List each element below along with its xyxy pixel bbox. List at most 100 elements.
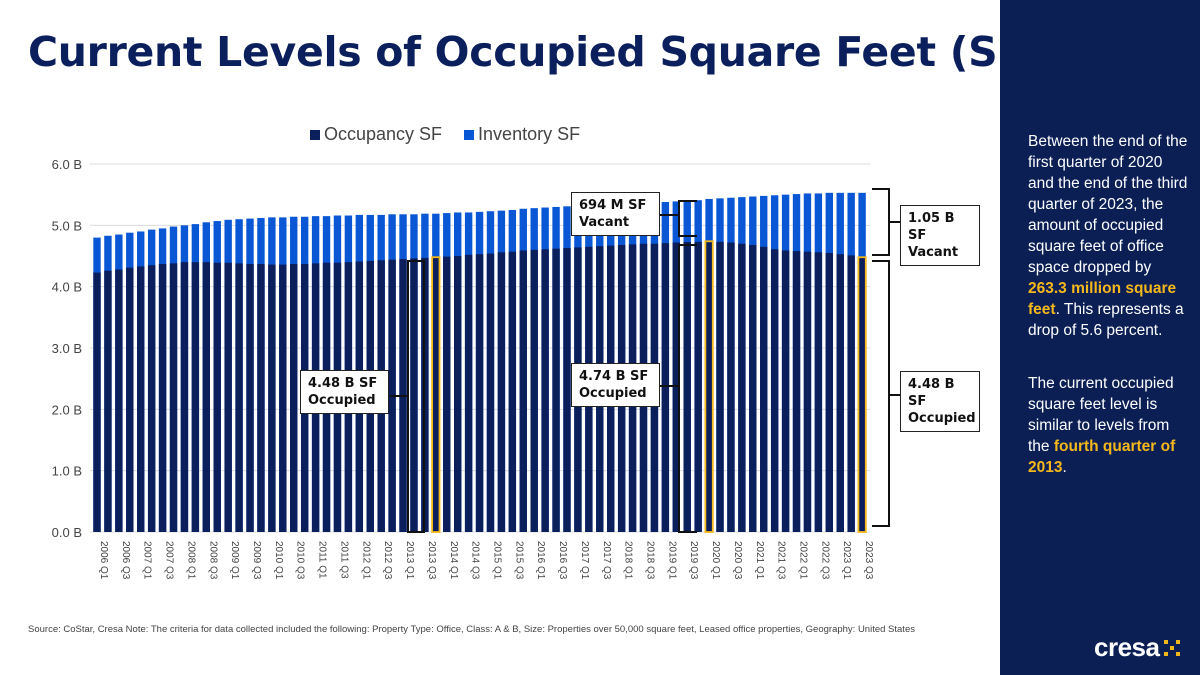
- occupancy-bar: [486, 253, 495, 532]
- occupancy-bar: [290, 263, 298, 532]
- legend-inventory: Inventory SF: [464, 124, 580, 145]
- occupancy-bar: [443, 256, 451, 532]
- bar-chart: 0.0 B 1.0 B 2.0 B 3.0 B 4.0 B 5.0 B 6.0 B 2006…: [52, 157, 900, 580]
- occupancy-bar: [716, 241, 724, 533]
- occupancy-bar: [847, 255, 855, 533]
- y-tick-label: 3.0 B: [52, 341, 82, 356]
- x-tick-label: 2011 Q1: [317, 541, 328, 579]
- annotation-2023-vacant: 1.05 B SF Vacant: [900, 205, 980, 266]
- x-tick-label: 2006 Q1: [98, 541, 109, 580]
- y-tick-label: 4.0 B: [52, 280, 82, 295]
- x-tick-label: 2007 Q1: [142, 541, 153, 580]
- text: Between the end of the first quarter of …: [1028, 133, 1188, 276]
- x-tick-label: 2010 Q1: [273, 541, 284, 580]
- occupancy-bar: [169, 263, 178, 532]
- highlight-text: 263.3 million square feet: [1028, 280, 1177, 318]
- occupancy-bar: [738, 243, 746, 532]
- annotation-label: Occupied: [908, 411, 976, 426]
- chart-legend: Occupancy SF Inventory SF: [310, 124, 580, 145]
- occupancy-bar: [530, 249, 538, 532]
- text: . This represents a drop of 5.6 percent.: [1028, 301, 1184, 339]
- occupancy-bar: [475, 254, 484, 532]
- legend-swatch-occupancy: [310, 129, 320, 140]
- occupancy-bar: [792, 251, 801, 533]
- occupancy-bar: [781, 250, 790, 533]
- x-tick-label: 2019 Q1: [666, 541, 677, 580]
- occupancy-bar: [541, 249, 549, 532]
- y-tick-label: 2.0 B: [52, 402, 82, 417]
- occupancy-bar: [257, 263, 265, 532]
- x-tick-label: 2008 Q1: [185, 541, 196, 580]
- text: .: [1062, 459, 1067, 476]
- occupancy-bar: [115, 269, 123, 532]
- occupancy-bar: [508, 251, 517, 532]
- y-tick-label: 6.0 B: [52, 157, 82, 172]
- annotation-value: 4.74 B SF: [579, 369, 649, 384]
- legend-label: Inventory SF: [478, 124, 581, 144]
- side-panel: Between the end of the first quarter of …: [1000, 0, 1200, 675]
- occupancy-bar-highlighted: [704, 240, 714, 533]
- x-tick-label: 2006 Q3: [120, 541, 131, 580]
- occupancy-bar: [104, 270, 112, 532]
- x-tick-label: 2019 Q3: [688, 541, 699, 580]
- occupancy-bar: [93, 272, 101, 532]
- occupancy-bar: [672, 242, 680, 533]
- x-tick-label: 2021 Q1: [754, 541, 765, 580]
- occupancy-bar: [279, 264, 287, 532]
- x-tick-label: 2012 Q3: [382, 541, 393, 580]
- occupancy-bar: [825, 252, 834, 532]
- occupancy-bar: [268, 264, 276, 532]
- annotation-2013-occupied: 4.48 B SF Occupied: [300, 370, 389, 414]
- x-tick-label: 2017 Q1: [579, 541, 590, 580]
- y-tick-label: 0.0 B: [52, 525, 82, 540]
- occupancy-bar: [836, 254, 844, 532]
- annotation-2020-occupied: 4.74 B SF Occupied: [571, 363, 660, 407]
- x-tick-label: 2018 Q3: [645, 541, 656, 580]
- occupancy-bar: [749, 244, 757, 532]
- x-tick-label: 2014 Q1: [448, 541, 459, 580]
- x-tick-label: 2017 Q3: [601, 541, 612, 580]
- x-tick-label: 2015 Q3: [513, 541, 524, 580]
- occupancy-bar-highlighted: [431, 256, 441, 533]
- occupancy-bar: [727, 242, 735, 533]
- annotation-value: 4.48 B SF: [908, 377, 955, 409]
- x-tick-label: 2007 Q3: [164, 541, 175, 580]
- annotation-label: Vacant: [908, 245, 959, 260]
- legend-swatch-inventory: [464, 129, 475, 140]
- occupancy-bar: [760, 246, 768, 533]
- x-tick-label: 2023 Q1: [841, 541, 852, 580]
- x-tick-label: 2018 Q1: [623, 541, 634, 580]
- page-title: Current Levels of Occupied Square Feet (…: [28, 28, 1044, 76]
- occupancy-bar: [770, 249, 779, 532]
- legend-label: Occupancy SF: [324, 124, 443, 144]
- occupancy-bar: [661, 243, 670, 532]
- occupancy-bar: [202, 262, 210, 532]
- x-tick-label: 2012 Q1: [360, 541, 371, 580]
- summary-paragraph: Between the end of the first quarter of …: [1028, 131, 1188, 341]
- bracket-2020-occupied: [678, 244, 697, 533]
- cresa-logo: cresa: [1094, 632, 1181, 663]
- legend-occupancy: Occupancy SF: [310, 124, 442, 145]
- occupancy-bar: [464, 254, 473, 533]
- occupancy-bar: [180, 262, 189, 532]
- occupancy-bar: [213, 262, 221, 532]
- annotation-label: Occupied: [308, 393, 376, 408]
- x-tick-label: 2020 Q1: [710, 541, 721, 580]
- annotation-value: 1.05 B SF: [908, 211, 955, 243]
- y-tick-label: 5.0 B: [52, 218, 82, 233]
- x-tick-label: 2016 Q3: [557, 541, 568, 580]
- logo-dots-icon: [1164, 639, 1181, 656]
- highlight-text: fourth quarter of 2013: [1028, 438, 1176, 476]
- x-tick-label: 2008 Q3: [207, 541, 218, 580]
- occupancy-bar: [126, 267, 134, 532]
- x-tick-label: 2010 Q3: [295, 541, 306, 580]
- occupancy-bar: [453, 256, 462, 532]
- bracket-2020-vacant: [678, 200, 697, 237]
- annotation-label: Occupied: [579, 386, 647, 401]
- occupancy-bar: [410, 258, 418, 532]
- occupancy-bar: [497, 252, 506, 532]
- x-tick-label: 2021 Q3: [776, 541, 787, 580]
- occupancy-bar: [246, 263, 254, 532]
- panel-text: Between the end of the first quarter of …: [1028, 131, 1188, 478]
- annotation-label: Vacant: [579, 215, 630, 230]
